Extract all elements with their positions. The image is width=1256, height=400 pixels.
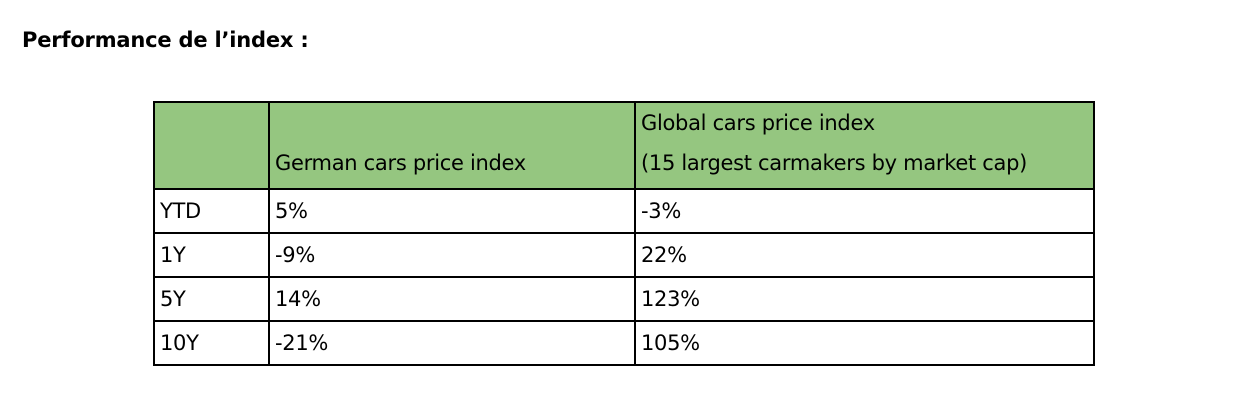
german-index-cell: -21%: [268, 320, 636, 366]
header-cell-german-cars-index: German cars price index: [268, 101, 636, 190]
page-title: Performance de l’index :: [22, 28, 309, 52]
table-row: 1Y -9% 22%: [153, 232, 1095, 278]
table-row: 5Y 14% 123%: [153, 276, 1095, 322]
header-global-line-1: Global cars price index: [641, 111, 875, 135]
row-period-cell: 1Y: [153, 232, 270, 278]
header-cell-empty: [153, 101, 270, 190]
header-row: German cars price index Global cars pric…: [153, 101, 1095, 190]
row-period-cell: 10Y: [153, 320, 270, 366]
row-period-cell: YTD: [153, 188, 270, 234]
row-period-cell: 5Y: [153, 276, 270, 322]
header-cell-global-cars-index: Global cars price index (15 largest carm…: [634, 101, 1095, 190]
german-index-cell: 5%: [268, 188, 636, 234]
table-row: YTD 5% -3%: [153, 188, 1095, 234]
german-index-cell: -9%: [268, 232, 636, 278]
header-global-line-2: (15 largest carmakers by market cap): [641, 151, 1028, 175]
table-row: 10Y -21% 105%: [153, 320, 1095, 366]
global-index-cell: 123%: [634, 276, 1095, 322]
table-body: YTD 5% -3% 1Y -9% 22% 5Y 14% 123% 10Y -2…: [153, 188, 1095, 366]
global-index-cell: 105%: [634, 320, 1095, 366]
german-index-cell: 14%: [268, 276, 636, 322]
table-header: German cars price index Global cars pric…: [153, 101, 1095, 190]
performance-table: German cars price index Global cars pric…: [153, 101, 1095, 366]
global-index-cell: 22%: [634, 232, 1095, 278]
global-index-cell: -3%: [634, 188, 1095, 234]
